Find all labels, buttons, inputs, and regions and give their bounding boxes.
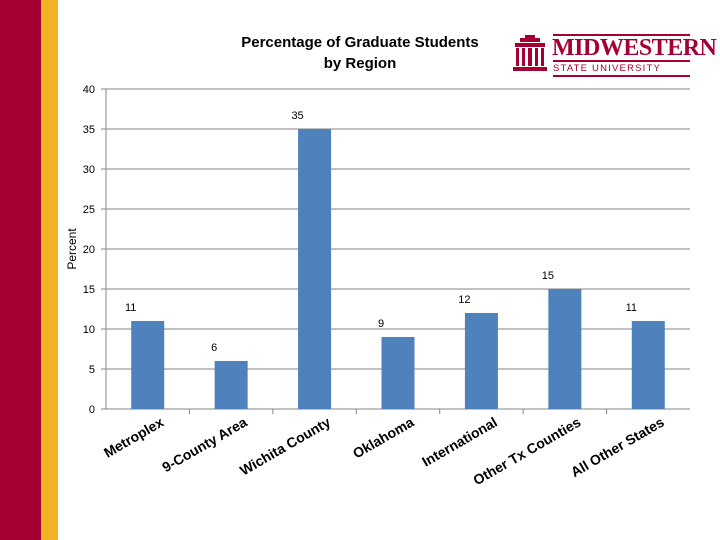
x-tick-label: All Other States	[568, 414, 667, 480]
bar	[298, 129, 332, 409]
logo-subtitle: STATE UNIVERSITY	[553, 63, 662, 74]
y-tick-label: 25	[83, 204, 95, 216]
chart-title: Percentage of Graduate Students by Regio…	[200, 32, 520, 74]
bar	[548, 289, 582, 409]
y-axis-label: Percent	[65, 228, 79, 270]
data-label: 9	[378, 318, 384, 330]
logo-rule-bottom	[553, 75, 690, 77]
data-label: 11	[125, 302, 136, 314]
data-label: 11	[626, 302, 637, 314]
bar	[131, 321, 165, 409]
data-label: 12	[458, 294, 470, 306]
bar	[631, 321, 665, 409]
logo-wordmark: MIDWESTERN	[552, 35, 717, 61]
bar	[381, 337, 415, 409]
university-logo: MIDWESTERN STATE UNIVERSITY	[512, 32, 717, 77]
maroon-side-band	[0, 0, 41, 540]
data-label: 15	[542, 270, 554, 282]
y-tick-label: 30	[83, 164, 95, 176]
x-tick-label: International	[419, 414, 500, 470]
data-label: 35	[291, 110, 303, 122]
bar	[464, 313, 498, 409]
bar	[214, 361, 248, 409]
x-tick-label: Oklahoma	[350, 414, 417, 462]
logo-rule-top	[553, 34, 690, 36]
building-icon	[513, 35, 547, 71]
y-tick-label: 35	[83, 124, 95, 136]
y-tick-label: 20	[83, 244, 95, 256]
y-tick-label: 0	[89, 404, 95, 416]
y-tick-label: 15	[83, 284, 95, 296]
x-tick-label: Metroplex	[101, 414, 166, 461]
y-tick-label: 10	[83, 324, 95, 336]
y-tick-label: 5	[89, 364, 95, 376]
y-tick-label: 40	[83, 84, 95, 96]
chart-title-line-2: by Region	[323, 55, 397, 72]
chart-title-line-1: Percentage of Graduate Students	[241, 34, 479, 51]
x-tick-label: Wichita County	[237, 414, 333, 479]
data-label: 6	[211, 342, 217, 354]
x-tick-label: 9-County Area	[159, 414, 250, 476]
gold-side-band	[41, 0, 58, 540]
logo-rule-middle	[553, 60, 690, 62]
